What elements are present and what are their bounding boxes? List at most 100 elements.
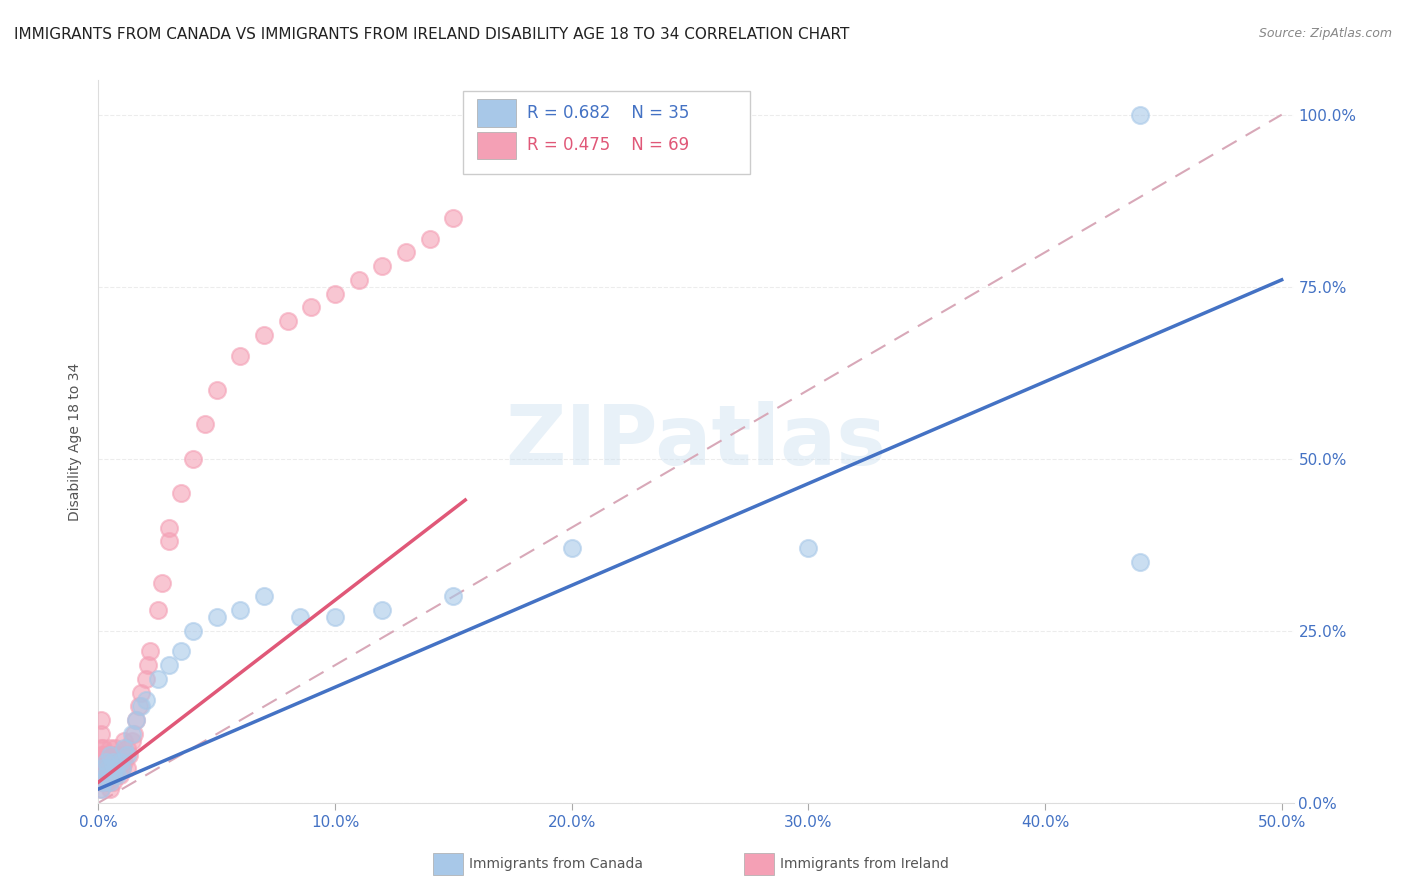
Point [441, 211, 464, 225]
Point [115, 740, 138, 755]
Point [288, 610, 311, 624]
Point [104, 761, 127, 775]
Point [90, 747, 112, 762]
Point [139, 644, 162, 658]
Point [98, 747, 121, 762]
Point [253, 590, 276, 604]
Point [114, 734, 136, 748]
Point [111, 761, 134, 775]
Text: Source: ZipAtlas.com: Source: ZipAtlas.com [1258, 27, 1392, 40]
Point [104, 740, 127, 755]
Text: R = 0.682    N = 35: R = 0.682 N = 35 [527, 103, 690, 122]
Point [157, 658, 180, 673]
FancyBboxPatch shape [463, 91, 749, 174]
Y-axis label: Disability Age 18 to 34: Disability Age 18 to 34 [69, 362, 83, 521]
Point [97, 775, 120, 789]
Point [105, 761, 128, 775]
Point [1129, 555, 1152, 569]
Point [97, 761, 120, 775]
Point [181, 451, 204, 466]
Point [125, 713, 148, 727]
Point [91, 761, 114, 775]
Point [98, 775, 121, 789]
Point [101, 755, 124, 769]
Point [1129, 108, 1152, 122]
Point [90, 755, 112, 769]
Point [101, 768, 124, 782]
Text: Immigrants from Canada: Immigrants from Canada [470, 857, 643, 871]
Point [125, 713, 148, 727]
Point [94, 768, 117, 782]
Point [181, 624, 204, 638]
Point [114, 740, 136, 755]
Point [157, 534, 180, 549]
Point [205, 610, 228, 624]
Point [323, 610, 346, 624]
Point [129, 699, 152, 714]
Point [146, 672, 169, 686]
Point [122, 727, 145, 741]
Point [91, 761, 114, 775]
FancyBboxPatch shape [477, 99, 516, 127]
Point [136, 658, 159, 673]
Point [371, 259, 394, 273]
Point [253, 327, 276, 342]
FancyBboxPatch shape [433, 854, 463, 875]
Point [98, 740, 121, 755]
Point [135, 692, 157, 706]
Point [101, 775, 124, 789]
Point [157, 520, 180, 534]
Point [115, 747, 138, 762]
Point [150, 575, 173, 590]
Point [97, 747, 120, 762]
Point [90, 740, 112, 755]
Point [121, 734, 143, 748]
Point [98, 768, 121, 782]
Point [105, 768, 128, 782]
Text: ZIPatlas: ZIPatlas [506, 401, 886, 482]
Point [91, 775, 114, 789]
Text: IMMIGRANTS FROM CANADA VS IMMIGRANTS FROM IRELAND DISABILITY AGE 18 TO 34 CORREL: IMMIGRANTS FROM CANADA VS IMMIGRANTS FRO… [14, 27, 849, 42]
Point [104, 768, 127, 782]
Point [94, 768, 117, 782]
Point [90, 782, 112, 797]
Point [561, 541, 583, 556]
Point [91, 768, 114, 782]
Point [90, 727, 112, 741]
Point [205, 383, 228, 397]
Point [115, 761, 138, 775]
Point [90, 768, 112, 782]
Point [277, 314, 299, 328]
Point [94, 755, 117, 769]
Point [101, 761, 124, 775]
Point [170, 644, 193, 658]
Point [94, 761, 117, 775]
Point [105, 747, 128, 762]
Point [371, 603, 394, 617]
Point [299, 301, 322, 315]
Point [98, 755, 121, 769]
Point [91, 740, 114, 755]
FancyBboxPatch shape [477, 132, 516, 159]
Point [111, 761, 134, 775]
Point [104, 755, 127, 769]
Point [91, 755, 114, 769]
Point [97, 761, 120, 775]
Point [90, 782, 112, 797]
Point [229, 603, 252, 617]
Point [94, 775, 117, 789]
Text: Immigrants from Ireland: Immigrants from Ireland [779, 857, 949, 871]
Point [194, 417, 217, 432]
Point [90, 761, 112, 775]
Point [91, 775, 114, 789]
Point [395, 245, 418, 260]
Point [94, 747, 117, 762]
FancyBboxPatch shape [744, 854, 773, 875]
Point [323, 286, 346, 301]
Point [108, 755, 131, 769]
Point [90, 775, 112, 789]
Point [90, 713, 112, 727]
Point [128, 699, 150, 714]
Point [111, 747, 134, 762]
Point [98, 782, 121, 797]
